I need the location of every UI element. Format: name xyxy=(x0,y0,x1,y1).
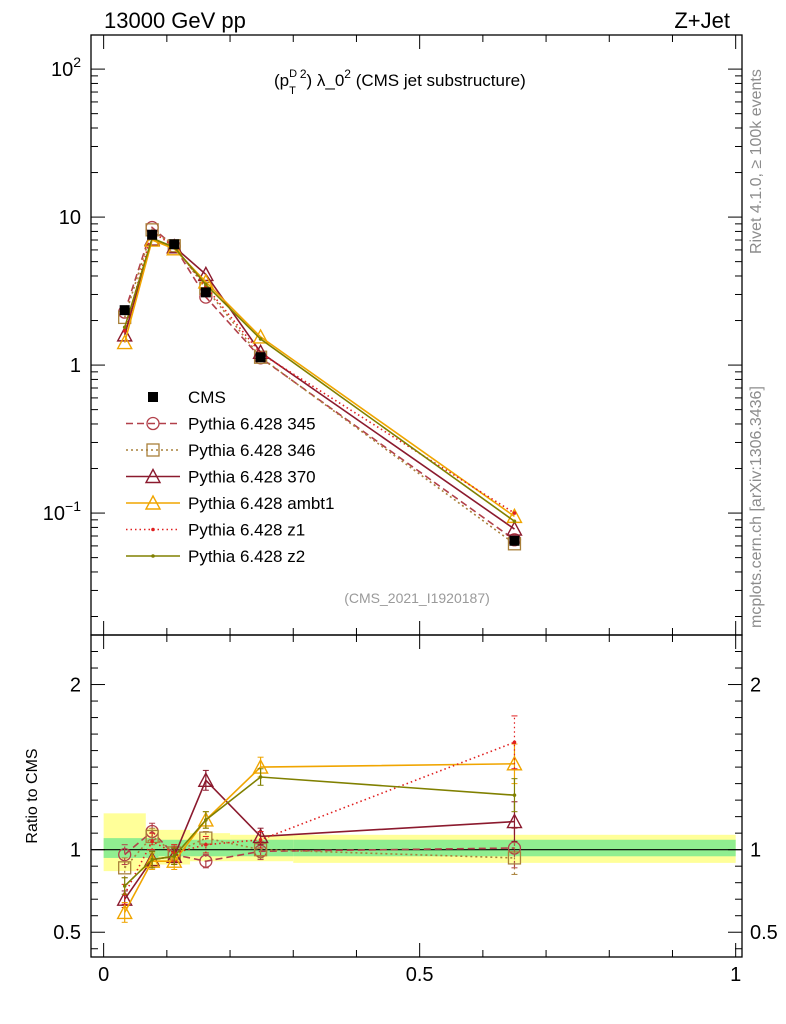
legend-label-3: Pythia 6.428 370 xyxy=(188,468,316,487)
mcplots-label: mcplots.cern.ch [arXiv:1306.3436] xyxy=(748,386,765,628)
main-series-point-5 xyxy=(204,282,208,287)
legend-marker-3 xyxy=(144,468,162,484)
ratio-series-point-5 xyxy=(204,818,208,822)
ratio-ytick-label-right: 0.5 xyxy=(750,922,778,944)
plot-title: (pD T2) λ_02 (CMS jet substructure) xyxy=(274,67,526,97)
main-data-point xyxy=(147,229,158,240)
main-series-point-4 xyxy=(512,511,517,515)
title-sub-t: T xyxy=(289,85,296,97)
legend-marker-5 xyxy=(151,527,155,532)
main-series-line-5 xyxy=(123,237,515,522)
main-series-line-4 xyxy=(123,230,515,514)
ratio-series-line-3 xyxy=(123,763,515,913)
main-series-point-5 xyxy=(258,337,263,341)
title-rest: (CMS jet substructure) xyxy=(351,71,526,90)
main-panel-frame xyxy=(90,34,743,636)
title-mid: ) λ_0 xyxy=(307,71,345,90)
main-series-line-0 xyxy=(123,226,515,541)
ratio-stat-band-3 xyxy=(190,839,231,857)
legend-label-4: Pythia 6.428 ambt1 xyxy=(188,494,334,513)
main-series-point-2 xyxy=(197,265,215,282)
legend-marker-4 xyxy=(144,494,162,510)
main-data-point xyxy=(509,535,520,546)
title-sup-2: 2 xyxy=(300,67,307,81)
ratio-series-point-5 xyxy=(172,854,177,859)
analysis-id: (CMS_2021_I1920187) xyxy=(344,590,490,606)
ratio-axis-label: Ratio to CMS xyxy=(24,748,41,843)
legend-label-1: Pythia 6.428 345 xyxy=(188,415,316,434)
xtick-label: 0 xyxy=(98,964,109,986)
legend-marker-2 xyxy=(146,443,160,457)
ratio-series-point-3 xyxy=(166,852,183,868)
ratio-series-point-0 xyxy=(199,854,213,868)
legend-marker-6 xyxy=(151,554,155,558)
main-series-line-3 xyxy=(123,238,515,518)
main-ytick-label: 102 xyxy=(51,54,81,81)
rivet-version-label: Rivet 4.1.0, ≥ 100k events xyxy=(748,69,765,254)
ratio-series-point-1 xyxy=(118,861,132,875)
main-data-point xyxy=(169,239,180,250)
ratio-ytick-label-left: 0.5 xyxy=(53,922,81,944)
main-series-point-5 xyxy=(512,519,517,524)
ratio-series-point-3 xyxy=(116,903,133,920)
legend-marker-0 xyxy=(148,392,158,402)
ratio-series-point-4 xyxy=(258,837,263,842)
ratio-series-point-0 xyxy=(118,847,132,862)
main-series-line-2 xyxy=(123,238,515,530)
ratio-series-point-5 xyxy=(150,857,154,862)
ratio-panel-series xyxy=(116,715,523,923)
ratio-series-line-1 xyxy=(124,835,515,869)
main-ytick-label: 10 xyxy=(59,207,81,229)
ratio-series-point-4 xyxy=(150,839,154,844)
main-data-point xyxy=(200,287,211,298)
ratio-series-line-4 xyxy=(123,741,515,895)
ratio-series-point-5 xyxy=(512,793,517,797)
title-sup-3: 2 xyxy=(344,67,351,81)
main-series-point-4 xyxy=(122,329,127,333)
legend-label-5: Pythia 6.428 z1 xyxy=(188,521,305,540)
title-p: (p xyxy=(274,71,289,90)
ratio-series-line-0 xyxy=(124,830,515,863)
ratio-series-point-5 xyxy=(258,775,263,779)
main-series-point-5 xyxy=(122,325,127,330)
header-left: 13000 GeV pp xyxy=(104,8,246,33)
main-ytick-label: 10−1 xyxy=(43,498,81,525)
ratio-series-point-3 xyxy=(506,755,523,771)
ratio-series-point-5 xyxy=(122,884,127,888)
ratio-series-point-1 xyxy=(507,851,522,865)
ratio-series-line-5 xyxy=(124,776,515,887)
main-panel-series xyxy=(116,220,523,551)
ratio-series-point-4 xyxy=(512,740,517,745)
ratio-series-point-2 xyxy=(197,771,215,788)
ratio-ytick-label-left: 2 xyxy=(70,675,81,697)
legend: CMS Pythia 6.428 345 Pythia 6.428 346 Pythi… xyxy=(126,388,334,566)
main-series-point-2 xyxy=(506,520,523,536)
legend-label-2: Pythia 6.428 346 xyxy=(188,441,316,460)
xtick-label: 0.5 xyxy=(406,964,434,986)
legend-label-6: Pythia 6.428 z2 xyxy=(188,547,305,566)
main-axis-ticks: 10−1 1 10 102 xyxy=(43,54,742,618)
title-sup-d: D xyxy=(289,68,297,80)
ratio-series-point-4 xyxy=(204,842,208,847)
main-series-point-3 xyxy=(116,334,133,350)
ratio-ytick-label-right: 1 xyxy=(750,840,761,862)
ratio-series-point-2 xyxy=(506,813,523,829)
ratio-ytick-label-right: 2 xyxy=(750,675,761,697)
legend-marker-1 xyxy=(146,416,160,431)
legend-label-0: CMS xyxy=(188,388,226,407)
main-ytick-label: 1 xyxy=(70,355,81,377)
ratio-panel-frame xyxy=(90,634,743,958)
main-data-point xyxy=(119,305,130,316)
ratio-ytick-label-left: 1 xyxy=(70,840,81,862)
xtick-label: 1 xyxy=(730,964,741,986)
ratio-axis-ticks: 0.5 0.5 1 1 2 2 0 0.5 1 xyxy=(53,35,778,986)
main-data-point xyxy=(255,352,266,363)
header-right: Z+Jet xyxy=(674,8,730,33)
